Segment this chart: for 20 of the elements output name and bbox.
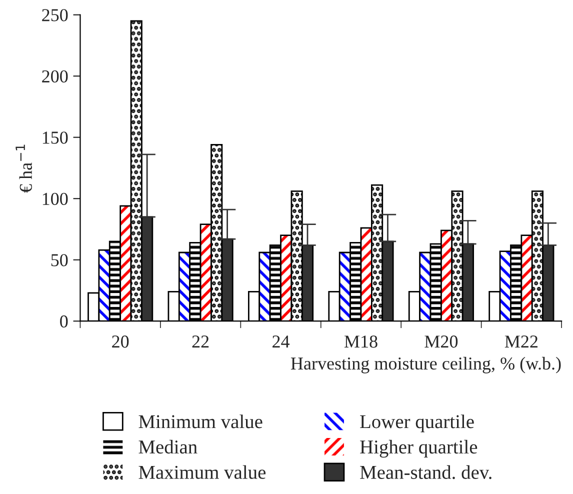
- legend-label: Maximum value: [138, 465, 266, 479]
- x-tick-label: 20: [112, 336, 129, 348]
- x-tick-label: 22: [192, 336, 209, 348]
- y-axis-title: € ha$^{−1}$: [16, 144, 32, 193]
- y-tick-label: 0: [60, 315, 68, 328]
- x-tick-label: M22: [504, 336, 538, 348]
- y-tick-label: 50: [51, 254, 68, 266]
- y-tick-label: 150: [42, 132, 68, 144]
- y-tick-label: 100: [42, 192, 68, 206]
- y-tick-label: 250: [42, 9, 68, 22]
- x-axis-title: Harvesting moisture ceiling, % (w.b.): [290, 356, 561, 374]
- legend-label: Mean-stand. dev.: [360, 465, 492, 480]
- x-tick-label: M18: [344, 336, 378, 348]
- x-tick-label: M20: [424, 336, 458, 348]
- legend-label: Higher quartile: [360, 440, 478, 458]
- y-tick-label: 200: [42, 70, 68, 83]
- legend-label: Minimum value: [138, 414, 262, 428]
- legend-label: Lower quartile: [360, 414, 474, 432]
- x-tick-label: 24: [272, 336, 290, 348]
- legend-label: Median: [138, 440, 198, 454]
